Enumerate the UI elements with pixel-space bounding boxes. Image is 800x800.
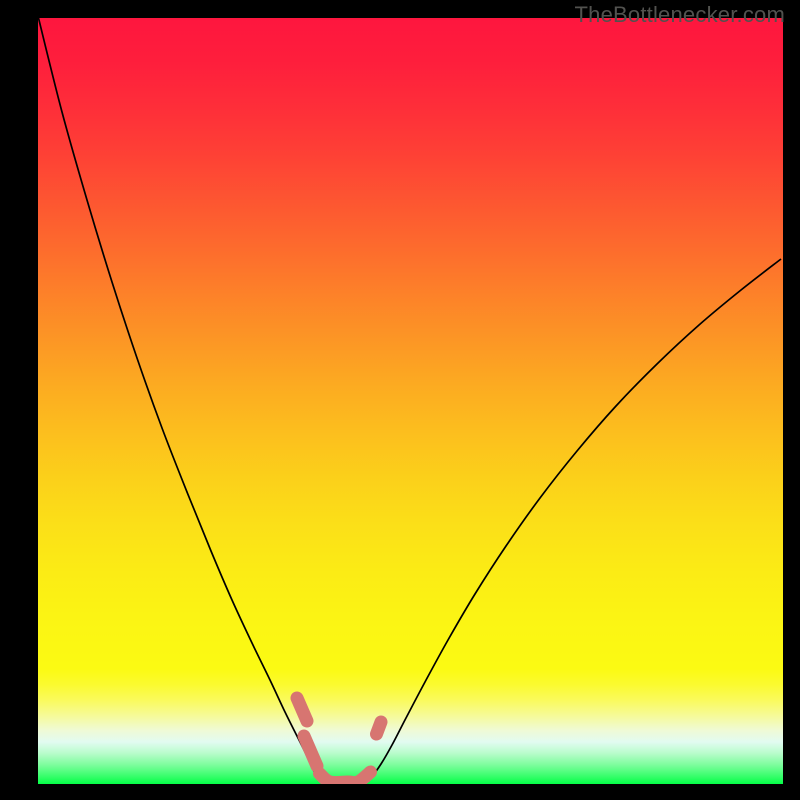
watermark-text: TheBottlenecker.com (575, 2, 785, 28)
marker-set (297, 698, 381, 783)
bottleneck-curve (38, 18, 781, 784)
plot-area (38, 18, 783, 784)
marker-segment (304, 736, 317, 766)
marker-segment (320, 772, 371, 783)
marker-segment (297, 698, 307, 721)
chart-svg (38, 18, 783, 784)
marker-segment (377, 722, 382, 734)
